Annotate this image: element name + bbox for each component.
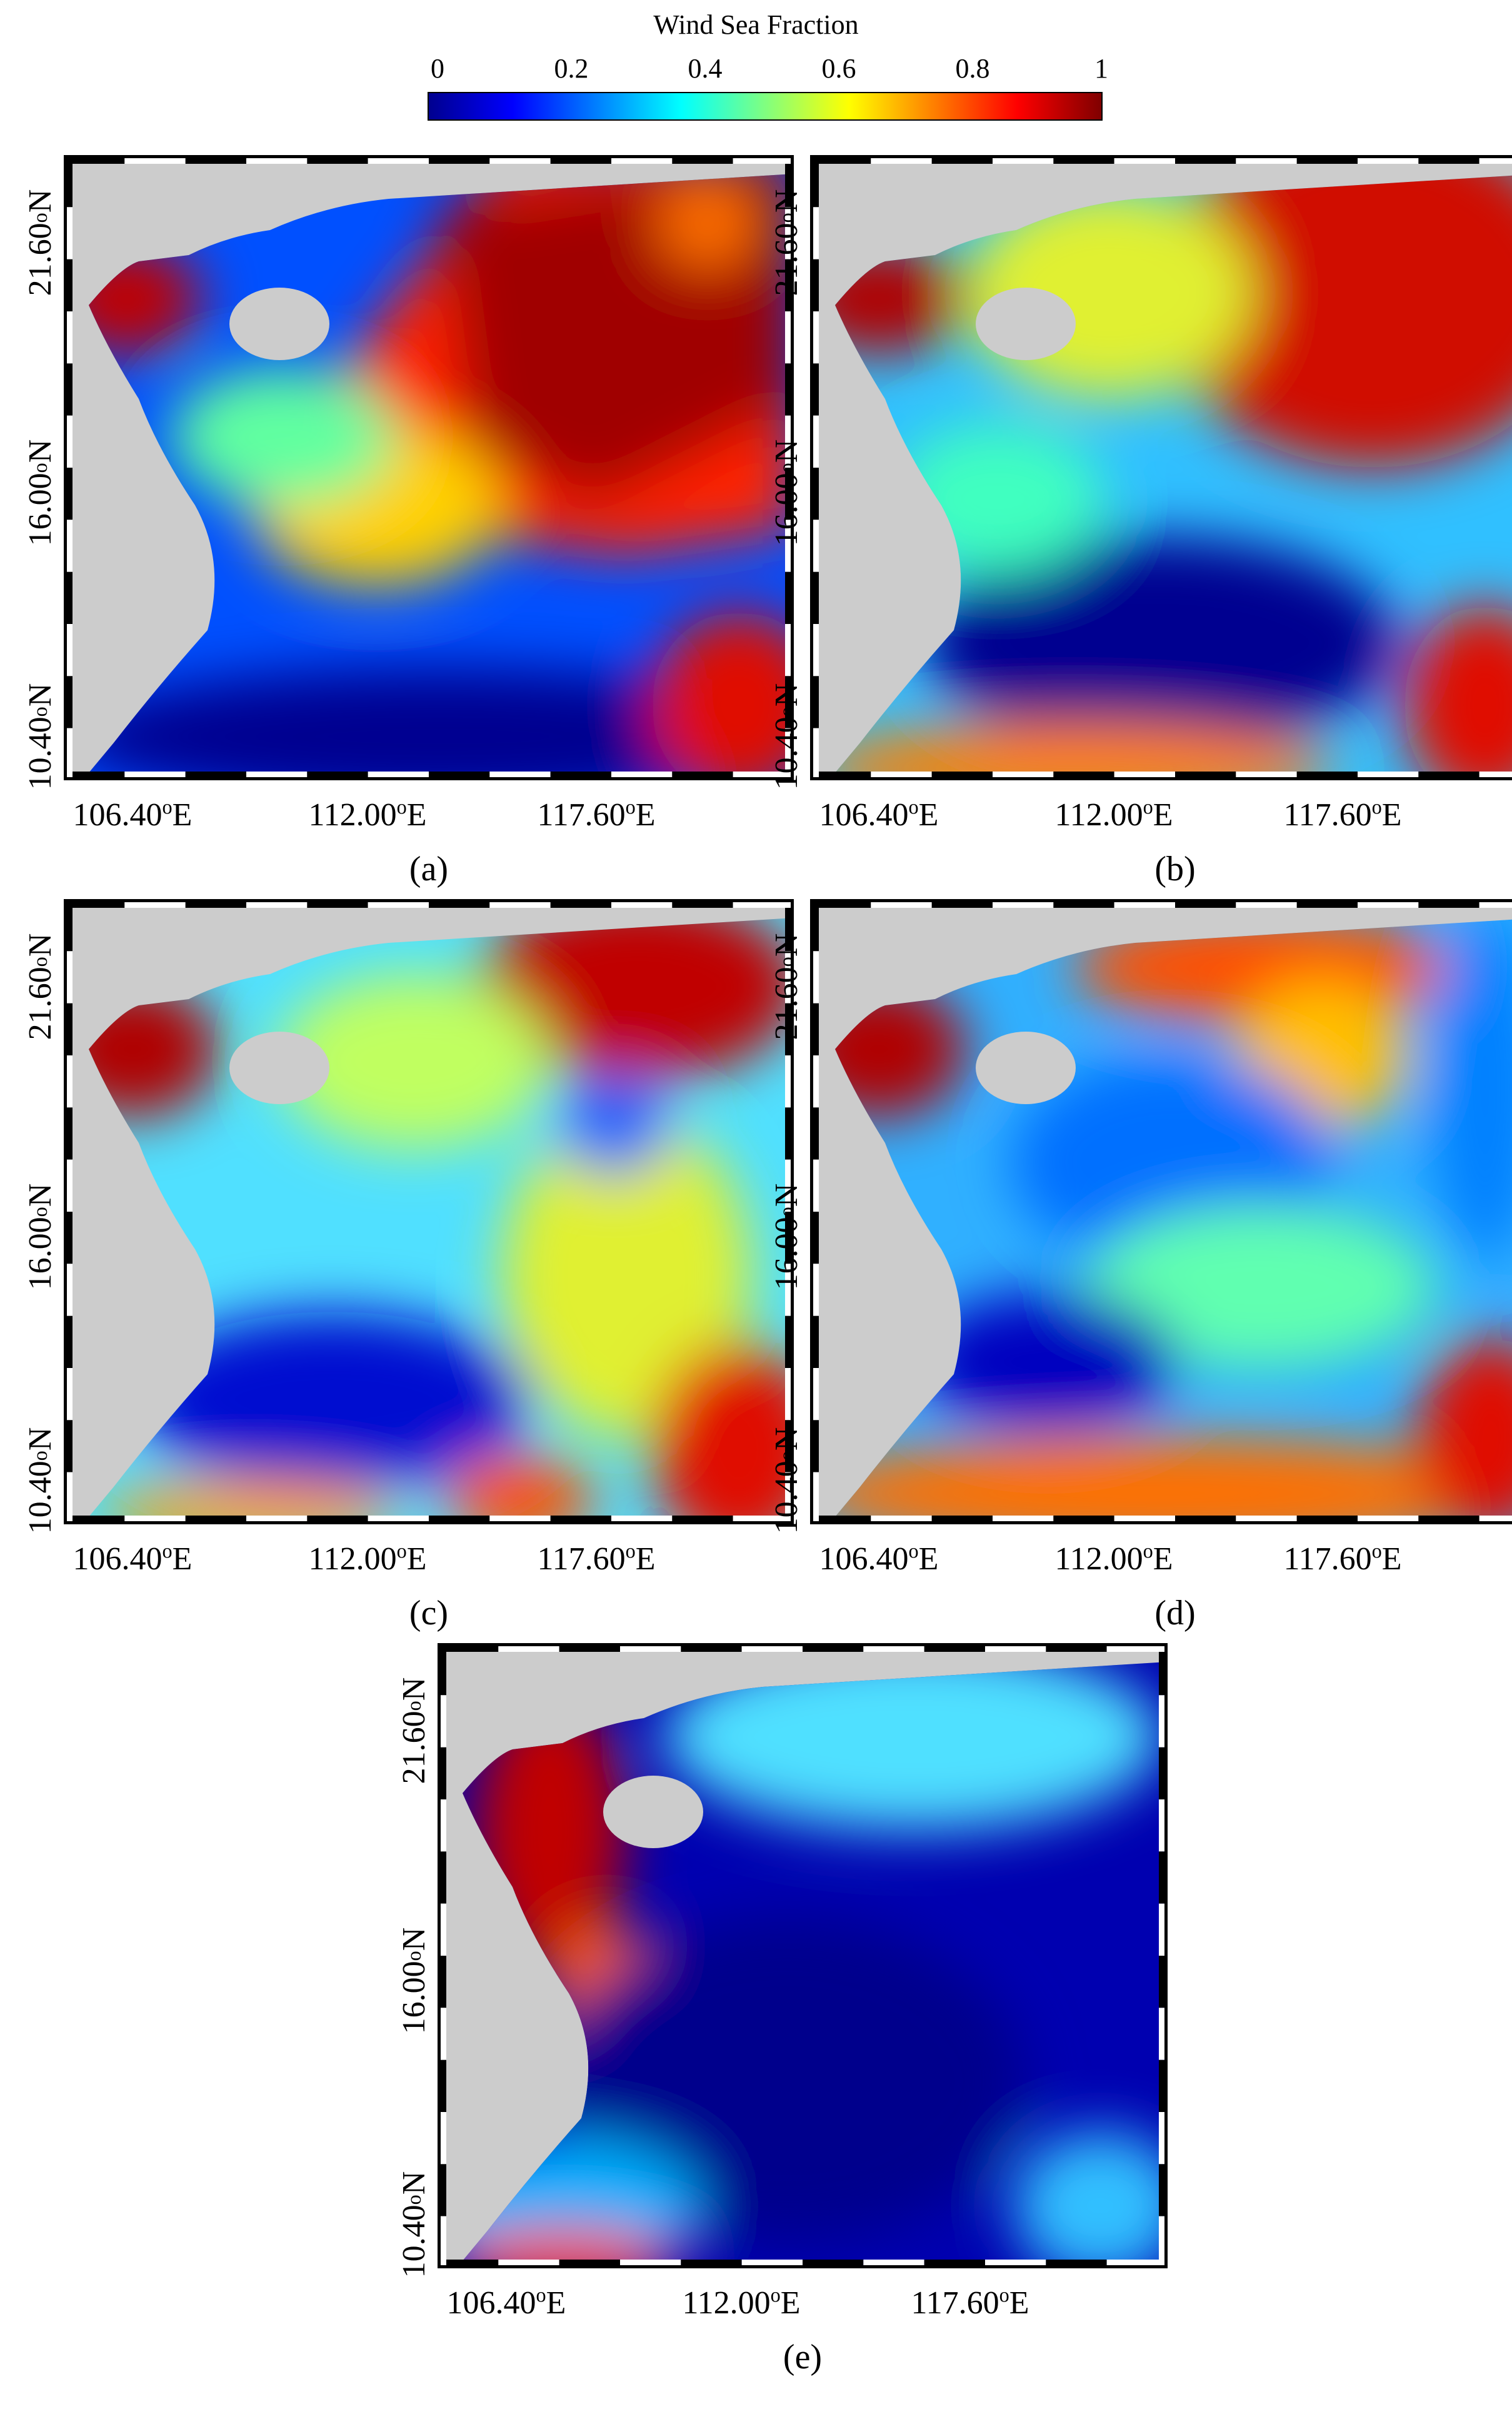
y-tick-label: 16.00 o N [22,1183,58,1290]
y-tick-label: 16.00 o N [768,1183,804,1290]
panel-label: (e) [783,2338,823,2376]
map-panel-c: 21.60 o N 16.00 o N 10.40 o N 106.40oE 112.00o… [23,899,794,1632]
y-tick-label: 10.40 o N [22,1427,58,1534]
map-frame [64,899,794,1524]
map-frame [810,155,1512,780]
x-tick-label: 112.00oE [1054,1539,1173,1577]
map-panel-d: 21.60 o N 16.00 o N 10.40 o N 106.40oE 112.00o… [769,899,1512,1632]
colorbar-title: Wind Sea Fraction [653,9,859,40]
x-tick-label: 106.40oE [446,2283,566,2321]
x-tick-label: 106.40oE [73,1539,193,1577]
map-frame [64,155,794,780]
colorbar-tick: 0.8 [955,53,990,84]
x-tick-label: 106.40oE [819,1539,939,1577]
map-panel-b: 21.60 o N 16.00 o N 10.40 o N 106.40oE 112.00o… [769,155,1512,888]
y-tick-label: 10.40 o N [396,2171,432,2278]
x-tick-label: 117.60oE [537,795,656,833]
map-panel-a: 21.60 o N 16.00 o N 10.40 o N 106.40oE 112.00o… [23,155,794,888]
y-tick-label: 10.40 o N [22,683,58,790]
y-tick-label: 21.60 o N [396,1677,432,1784]
y-tick-label: 16.00 o N [396,1927,432,2034]
panel-label: (a) [409,850,449,888]
x-tick-label: 117.60oE [911,2283,1029,2321]
x-tick-label: 112.00oE [308,1539,427,1577]
map-frame [810,899,1512,1524]
colorbar-tick: 0.2 [554,53,589,84]
colorbar-tick: 1 [1094,53,1108,84]
x-tick-label: 106.40oE [819,795,939,833]
y-tick-label: 21.60 o N [22,933,58,1040]
x-tick-label: 112.00oE [1054,795,1173,833]
y-tick-label: 16.00 o N [768,439,804,546]
hainan-island [603,1776,703,1848]
wind-sea-fraction-map [64,155,794,780]
x-tick-label: 117.60oE [1283,1539,1402,1577]
hainan-island [976,288,1076,360]
x-tick-label: 117.60oE [537,1539,656,1577]
x-tick-label: 117.60oE [1283,795,1402,833]
y-tick-label: 10.40 o N [768,683,804,790]
x-tick-label: 112.00oE [682,2283,801,2321]
map-frame [438,1643,1168,2268]
wind-sea-fraction-map [810,155,1512,780]
colorbar-tick: 0 [431,53,444,84]
hainan-island [229,288,329,360]
panel-label: (b) [1154,850,1196,888]
panel-label: (d) [1154,1594,1196,1632]
colorbar-tick: 0.4 [688,53,723,84]
x-tick-label: 112.00oE [308,795,427,833]
y-tick-label: 21.60 o N [768,933,804,1040]
y-tick-label: 10.40 o N [768,1427,804,1534]
colorbar-tick: 0.6 [821,53,856,84]
y-tick-label: 21.60 o N [22,189,58,296]
map-panel-e: 21.60 o N 16.00 o N 10.40 o N 106.40oE 112.00o… [396,1643,1168,2376]
panel-label: (c) [409,1594,449,1632]
colorbar [428,92,1103,121]
y-tick-label: 16.00 o N [22,439,58,546]
hainan-island [976,1032,1076,1104]
hainan-island [229,1032,329,1104]
y-tick-label: 21.60 o N [768,189,804,296]
x-tick-label: 106.40oE [73,795,193,833]
